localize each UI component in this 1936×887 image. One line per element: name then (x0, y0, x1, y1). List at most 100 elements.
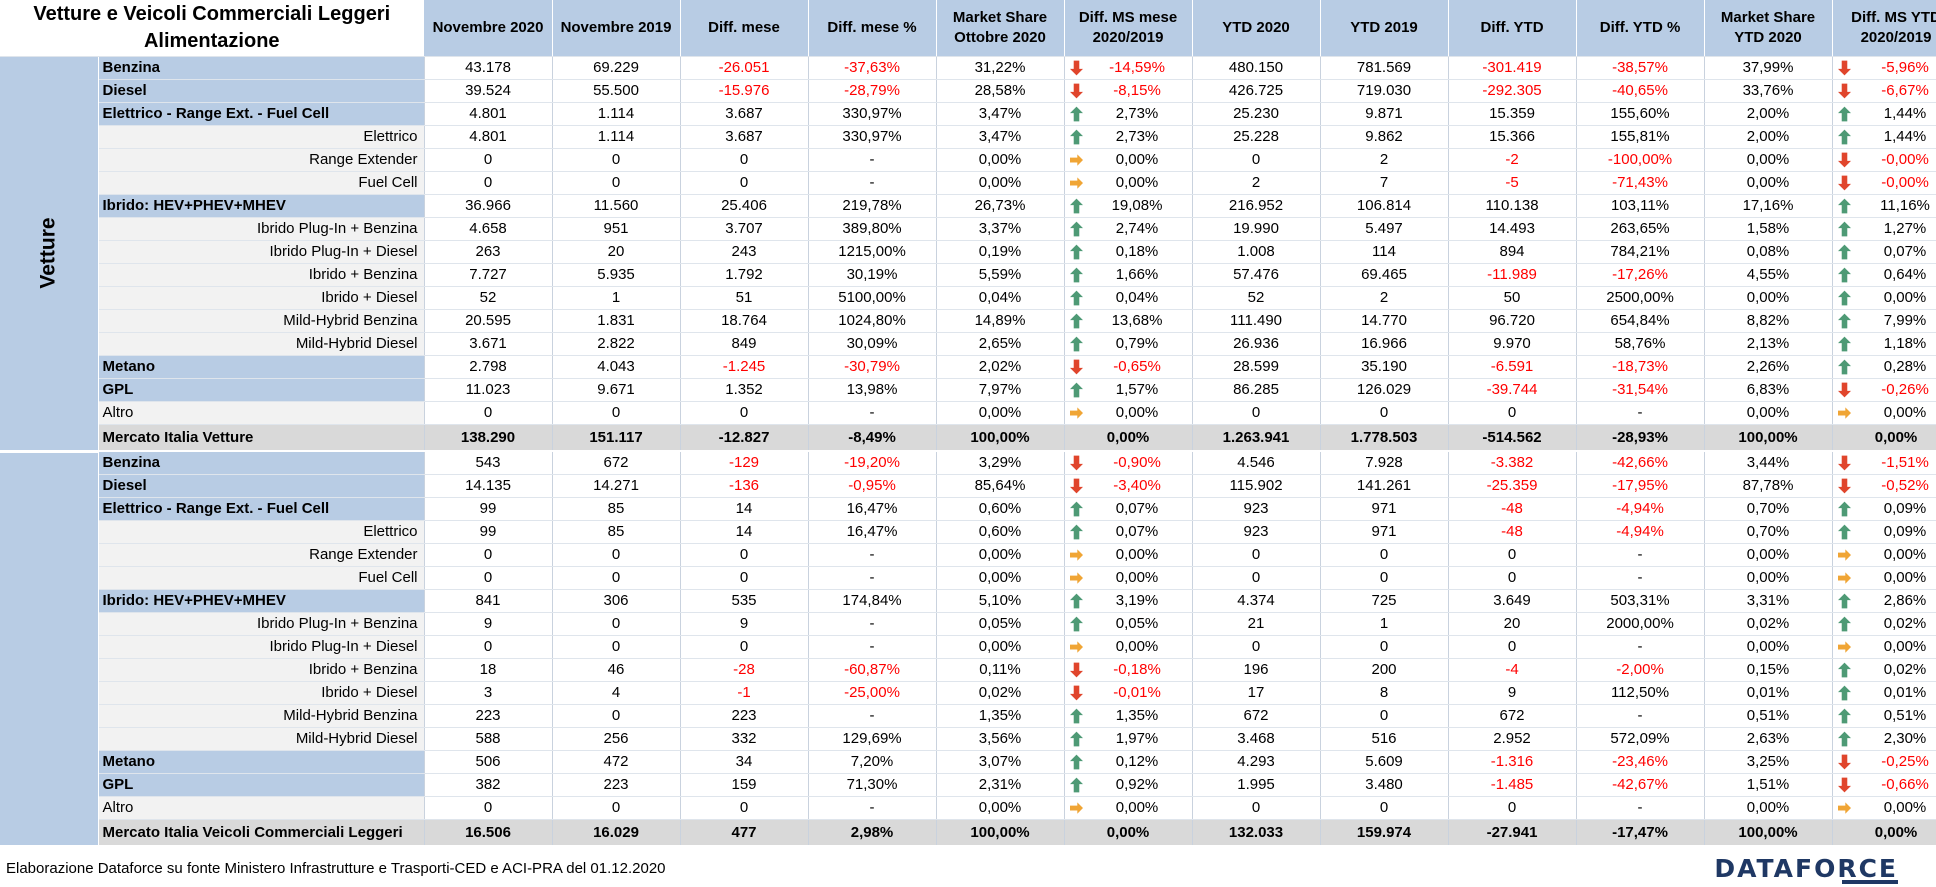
cell: 0 (1448, 566, 1577, 590)
row-label: Benzina (98, 451, 425, 475)
col-header: Diff. YTD (1448, 0, 1577, 57)
col-header: YTD 2019 (1320, 0, 1449, 57)
cell: 100,00% (1704, 819, 1833, 847)
cell: 256 (552, 727, 681, 751)
cell: 2,02% (936, 355, 1065, 379)
arrow-up-icon (1069, 731, 1083, 747)
arrow-up-icon (1837, 501, 1851, 517)
logo-underline (1842, 880, 1898, 884)
cell: 5.609 (1320, 750, 1449, 774)
cell: 86.285 (1192, 378, 1321, 402)
cell: 0 (424, 171, 553, 195)
cell: 0 (552, 635, 681, 659)
cell: -8,49% (808, 424, 937, 452)
cell: -48 (1448, 497, 1577, 521)
cell: 0,00% (1064, 796, 1193, 820)
cell: 0 (1448, 635, 1577, 659)
cell: 11,16% (1832, 194, 1936, 218)
col-header: Market Share YTD 2020 (1704, 0, 1833, 57)
cell: 0,12% (1064, 750, 1193, 774)
cell: 0 (1192, 543, 1321, 567)
cell: 25.228 (1192, 125, 1321, 149)
arrow-up-icon (1837, 524, 1851, 540)
row-label: Ibrido + Diesel (98, 681, 425, 705)
cell-value: 0,00% (1115, 546, 1159, 563)
cell: -14,59% (1064, 56, 1193, 80)
cell: 0,18% (1064, 240, 1193, 264)
table-row: Elettrico - Range Ext. - Fuel Cell 99 85 14… (0, 497, 1936, 521)
cell: 87,78% (1704, 474, 1833, 498)
cell: 219,78% (808, 194, 937, 218)
arrow-up-icon (1069, 221, 1083, 237)
total-row: Mercato Italia Veicoli Commerciali Legge… (0, 819, 1936, 847)
cell: 0 (680, 566, 809, 590)
cell-value: -0,01% (1113, 684, 1161, 701)
cell: 100,00% (936, 424, 1065, 452)
cell: 4 (552, 681, 681, 705)
cell: 0,00% (936, 566, 1065, 590)
cell: 18.764 (680, 309, 809, 333)
cell: 25.406 (680, 194, 809, 218)
cell: 14.493 (1448, 217, 1577, 241)
cell: 151.117 (552, 424, 681, 452)
arrow-up-icon (1837, 244, 1851, 260)
cell: 0,00% (1064, 424, 1193, 452)
cell: - (1576, 543, 1705, 567)
cell: 0 (680, 171, 809, 195)
cell: 8 (1320, 681, 1449, 705)
table-row: Metano 506 472 34 7,20% 3,07% 0,12% 4.293 5.609-… (0, 750, 1936, 774)
cell: - (808, 612, 937, 636)
cell-value: 0,00% (1115, 638, 1159, 655)
cell: 0 (680, 401, 809, 425)
cell-value: -0,26% (1881, 381, 1929, 398)
cell: 132.033 (1192, 819, 1321, 847)
cell: 36.966 (424, 194, 553, 218)
cell-value: -3,40% (1113, 477, 1161, 494)
cell: 200 (1320, 658, 1449, 682)
cell: 138.290 (424, 424, 553, 452)
cell: 26,73% (936, 194, 1065, 218)
row-label: Elettrico - Range Ext. - Fuel Cell (98, 102, 425, 126)
cell: 2,13% (1704, 332, 1833, 356)
cell: 0 (1320, 543, 1449, 567)
arrow-up-icon (1069, 754, 1083, 770)
cell-value: 0,51% (1883, 707, 1927, 724)
cell: - (808, 543, 937, 567)
cell: -11.989 (1448, 263, 1577, 287)
cell: 69.465 (1320, 263, 1449, 287)
cell: 263 (424, 240, 553, 264)
cell: 15.359 (1448, 102, 1577, 126)
cell: 18 (424, 658, 553, 682)
cell: 841 (424, 589, 553, 613)
market-table: Vetture e Veicoli Commerciali Leggeri Al… (0, 0, 1936, 848)
cell: - (808, 401, 937, 425)
cell: 9.871 (1320, 102, 1449, 126)
cell: 2,74% (1064, 217, 1193, 241)
cell-value: 0,64% (1883, 266, 1927, 283)
cell: -31,54% (1576, 378, 1705, 402)
cell: 58,76% (1576, 332, 1705, 356)
table-row: Altro 0 0 0-0,00% 0,00% 0 0 0-0,00% 0,00% (0, 796, 1936, 820)
cell: 0,51% (1832, 704, 1936, 728)
cell: -60,87% (808, 658, 937, 682)
arrow-up-icon (1837, 662, 1851, 678)
cell-value: 13,68% (1111, 312, 1163, 329)
cell: -15.976 (680, 79, 809, 103)
cell: 0 (1320, 635, 1449, 659)
cell-value: -1,51% (1881, 454, 1929, 471)
cell: 55.500 (552, 79, 681, 103)
cell: 0 (552, 612, 681, 636)
cell: 3,07% (936, 750, 1065, 774)
cell-value: 2,86% (1883, 592, 1927, 609)
cell: 0,00% (1832, 566, 1936, 590)
cell: -129 (680, 451, 809, 475)
cell: 3,37% (936, 217, 1065, 241)
cell: 2.798 (424, 355, 553, 379)
cell: 1.114 (552, 125, 681, 149)
cell-value: 0,01% (1883, 684, 1927, 701)
cell: 0,00% (1064, 543, 1193, 567)
cell: 784,21% (1576, 240, 1705, 264)
cell: 16.506 (424, 819, 553, 847)
cell: 0,02% (1704, 612, 1833, 636)
row-label: Fuel Cell (98, 566, 425, 590)
